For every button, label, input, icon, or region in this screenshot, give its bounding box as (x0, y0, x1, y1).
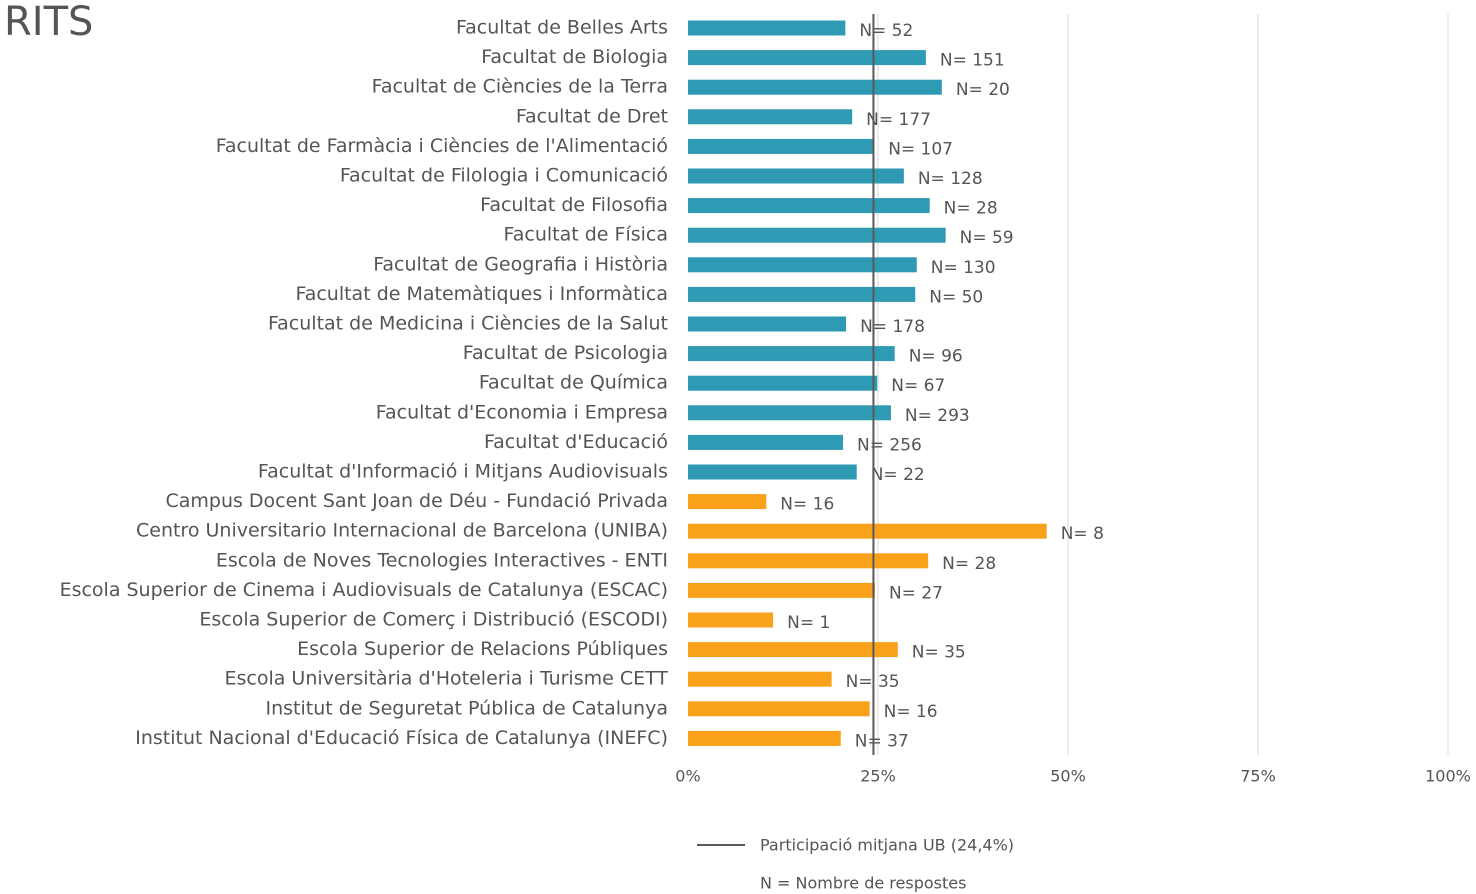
y-tick-label: Escola Superior de Cinema i Audiovisuals… (60, 579, 668, 601)
y-tick-label: Escola de Noves Tecnologies Interactives… (216, 549, 668, 571)
response-label: N= 293 (905, 406, 970, 426)
bar (688, 434, 844, 450)
y-tick-label: Campus Docent Sant Joan de Déu - Fundaci… (165, 490, 668, 512)
bar (688, 257, 917, 273)
y-tick-label: Centro Universitario Internacional de Ba… (136, 520, 668, 542)
bar (688, 671, 832, 687)
x-tick-label: 100% (1425, 767, 1471, 786)
response-label: N= 128 (918, 169, 983, 189)
y-tick-label: Facultat de Filosofia (480, 194, 668, 216)
response-label: N= 50 (929, 287, 983, 307)
y-tick-label: Facultat de Medicina i Ciències de la Sa… (268, 313, 668, 335)
y-tick-label: Escola Universitària d'Hoteleria i Turis… (225, 668, 669, 690)
bar (688, 316, 847, 332)
bar (688, 168, 904, 184)
footnote: N = Nombre de respostes (760, 874, 966, 893)
bar (688, 138, 875, 154)
bar (688, 109, 853, 125)
response-label: N= 8 (1061, 524, 1104, 544)
bar (688, 346, 895, 362)
bar (688, 464, 857, 480)
bar (688, 494, 767, 510)
bar (688, 50, 926, 66)
response-label: N= 28 (942, 554, 996, 574)
y-tick-label: Facultat de Dret (516, 105, 668, 127)
response-label: N= 151 (940, 51, 1005, 71)
bar (688, 286, 916, 302)
legend-label: Participació mitjana UB (24,4%) (760, 836, 1014, 855)
bar (688, 730, 841, 746)
bar (688, 227, 946, 243)
response-label: N= 20 (956, 80, 1010, 100)
y-tick-label: Facultat d'Economia i Empresa (376, 401, 668, 423)
x-tick-label: 75% (1240, 767, 1276, 786)
response-label: N= 16 (780, 495, 834, 515)
bar (688, 701, 870, 717)
bar (688, 642, 898, 658)
bar (688, 20, 846, 36)
y-tick-label: Facultat de Química (479, 372, 668, 394)
response-label: N= 177 (866, 110, 931, 130)
bar (688, 612, 774, 628)
x-tick-label: 0% (675, 767, 700, 786)
y-tick-label: Facultat de Geografia i Història (373, 253, 668, 275)
y-tick-label: Facultat d'Educació (484, 431, 668, 453)
y-tick-label: Facultat de Filologia i Comunicació (340, 165, 668, 187)
bar (688, 553, 929, 569)
y-tick-label: Facultat de Ciències de la Terra (372, 76, 668, 98)
response-label: N= 16 (884, 702, 938, 722)
y-tick-label: Facultat de Farmàcia i Ciències de l'Ali… (216, 135, 668, 157)
y-tick-label: Facultat de Biologia (481, 46, 668, 68)
y-tick-label: Facultat de Belles Arts (456, 17, 668, 39)
y-tick-label: Institut de Seguretat Pública de Catalun… (265, 697, 668, 719)
bar (688, 523, 1047, 539)
response-label: N= 28 (944, 199, 998, 219)
bar (688, 375, 878, 391)
bar (688, 79, 942, 95)
response-label: N= 52 (859, 21, 913, 41)
bar (688, 198, 930, 214)
response-label: N= 1 (787, 613, 830, 633)
response-label: N= 22 (871, 465, 925, 485)
bar (688, 582, 875, 598)
response-label: N= 27 (889, 583, 943, 603)
y-tick-label: Facultat de Psicologia (463, 342, 668, 364)
response-label: N= 96 (909, 347, 963, 367)
response-label: N= 107 (888, 139, 953, 159)
y-tick-label: Facultat d'Informació i Mitjans Audiovis… (258, 461, 668, 483)
response-label: N= 37 (855, 731, 909, 751)
y-tick-label: Escola Superior de Relacions Públiques (297, 638, 668, 660)
x-tick-label: 25% (860, 767, 896, 786)
x-tick-label: 50% (1050, 767, 1086, 786)
response-label: N= 178 (860, 317, 925, 337)
y-tick-label: Facultat de Física (504, 224, 668, 246)
y-tick-label: Escola Superior de Comerç i Distribució … (199, 609, 668, 631)
y-tick-label: Facultat de Matemàtiques i Informàtica (296, 283, 668, 305)
response-label: N= 59 (960, 228, 1014, 248)
response-label: N= 35 (912, 643, 966, 663)
chart-title: RITS (4, 0, 93, 45)
response-label: N= 67 (891, 376, 945, 396)
bar (688, 405, 891, 421)
response-label: N= 130 (931, 258, 996, 278)
y-tick-label: Institut Nacional d'Educació Física de C… (135, 727, 668, 749)
response-label: N= 256 (857, 435, 922, 455)
